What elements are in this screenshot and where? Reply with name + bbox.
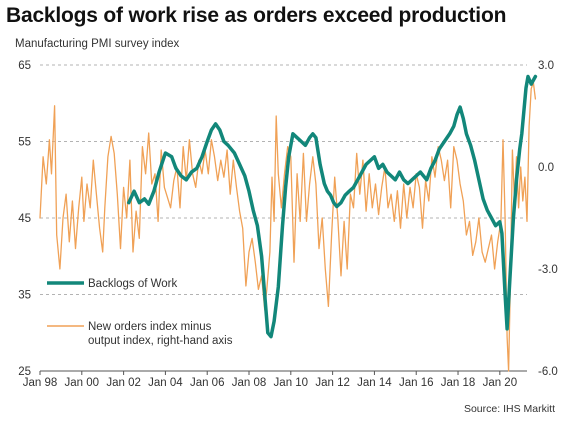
right-tick-label: 0.0 bbox=[538, 162, 554, 174]
left-axis-ticks: 25 35 45 55 65 bbox=[18, 60, 31, 378]
chart-title: Backlogs of work rise as orders exceed p… bbox=[6, 4, 507, 27]
left-tick-label: 45 bbox=[18, 213, 31, 225]
x-tick-label: Jan 06 bbox=[190, 377, 225, 389]
x-tick-label: Jan 98 bbox=[23, 377, 58, 389]
x-tick-label: Jan 20 bbox=[483, 377, 518, 389]
legend-label-orders: New orders index minus output index, righ… bbox=[88, 321, 233, 347]
x-tick-label: Jan 08 bbox=[232, 377, 267, 389]
series-line-orders-minus-output bbox=[39, 81, 537, 372]
legend: Backlogs of Work New orders index minus o… bbox=[47, 278, 233, 347]
x-axis: Jan 98 Jan 00 Jan 02 Jan 04 Jan 06 Jan 08 Jan … bbox=[23, 370, 527, 389]
x-tick-label: Jan 12 bbox=[315, 377, 350, 389]
series-line-backlogs bbox=[127, 74, 538, 339]
right-axis-ticks: -6.0 -3.0 0.0 3.0 bbox=[538, 60, 558, 378]
x-tick-label: Jan 10 bbox=[274, 377, 309, 389]
left-tick-label: 25 bbox=[18, 366, 31, 378]
right-tick-label: -6.0 bbox=[538, 366, 558, 378]
x-tick-label: Jan 04 bbox=[148, 377, 183, 389]
legend-label-backlogs: Backlogs of Work bbox=[88, 278, 178, 290]
right-tick-label: -3.0 bbox=[538, 264, 558, 276]
left-tick-label: 35 bbox=[18, 290, 31, 302]
x-tick-label: Jan 18 bbox=[441, 377, 476, 389]
x-tick-label: Jan 02 bbox=[106, 377, 141, 389]
chart-subtitle: Manufacturing PMI survey index bbox=[15, 38, 180, 50]
right-tick-label: 3.0 bbox=[538, 60, 554, 72]
left-tick-label: 65 bbox=[18, 60, 31, 72]
source-note: Source: IHS Markitt bbox=[463, 403, 555, 415]
x-tick-label: Jan 14 bbox=[357, 377, 392, 389]
series-layer bbox=[39, 74, 538, 372]
x-tick-label: Jan 16 bbox=[399, 377, 434, 389]
left-tick-label: 55 bbox=[18, 137, 31, 149]
x-tick-label: Jan 00 bbox=[65, 377, 100, 389]
